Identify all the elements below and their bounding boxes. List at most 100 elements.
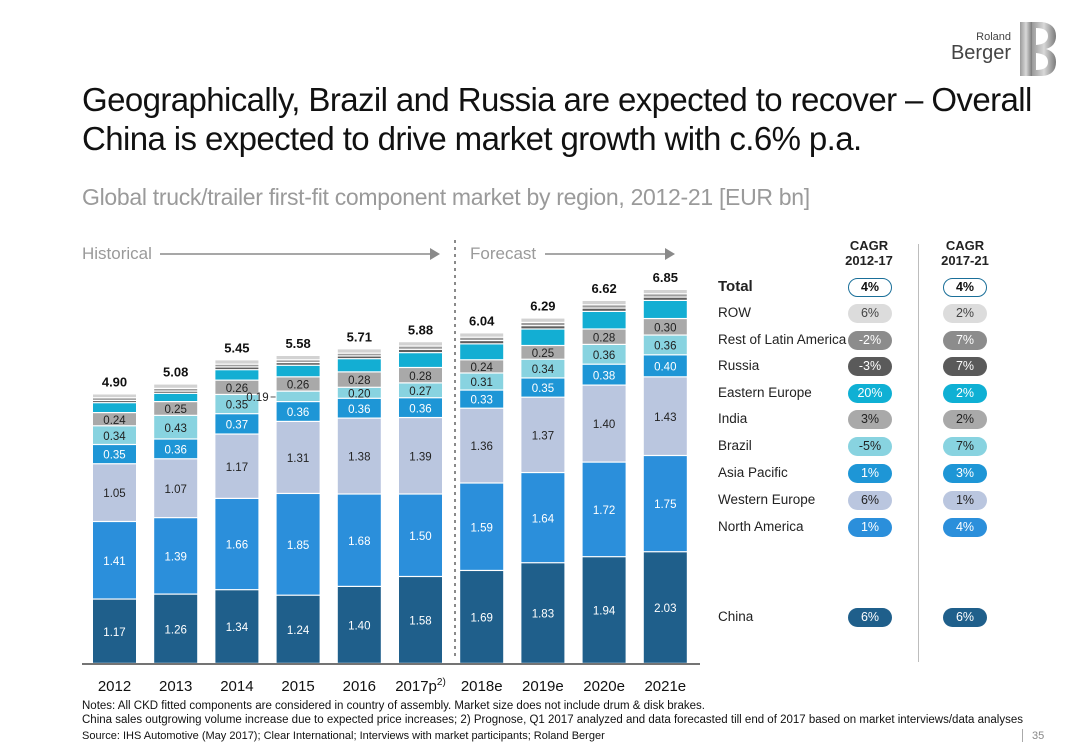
cagr-value-pill: 6%	[848, 608, 892, 627]
bar-segment	[399, 368, 442, 383]
bar-segment	[521, 473, 565, 563]
bar-segment	[215, 364, 259, 367]
bar-segment	[399, 577, 442, 663]
bar-segment	[154, 391, 198, 393]
bar-segment	[215, 370, 259, 380]
data-label: 0.36	[348, 404, 370, 416]
cagr-value-pill: 3%	[848, 410, 892, 429]
cagr-header-2017-21: CAGR 2017-21	[930, 238, 1000, 268]
bar-segment	[460, 333, 504, 337]
historical-arrow-head	[430, 248, 440, 260]
data-label: 0.37	[226, 419, 248, 431]
cagr-value-pill: -5%	[848, 437, 892, 456]
bar-segment	[643, 377, 687, 455]
total-label: 5.58	[285, 336, 310, 351]
cagr-row-label: North America	[718, 519, 804, 534]
bar-segment	[643, 294, 687, 297]
bar-segment	[582, 385, 626, 462]
data-label: 1.72	[593, 505, 615, 517]
cagr-value-pill: 6%	[848, 491, 892, 510]
cagr-row-label: Total	[718, 278, 753, 295]
data-label: 0.27	[409, 386, 431, 398]
cagr-value-pill: -2%	[848, 331, 892, 350]
data-label: 0.25	[165, 404, 187, 416]
cagr-value-pill: 2%	[943, 304, 987, 323]
data-label: 0.20	[348, 388, 370, 400]
bar-segment	[521, 329, 565, 345]
cagr-value-pill: 6%	[848, 304, 892, 323]
total-label: 4.90	[102, 375, 127, 390]
bar-segment	[215, 590, 259, 663]
notes-line-1: Notes: All CKD fitted components are con…	[82, 700, 705, 712]
cagr-row-label: Rest of Latin America	[718, 332, 847, 347]
bar-segment	[582, 301, 626, 305]
cagr-value-pill: -3%	[848, 357, 892, 376]
data-label: 0.36	[165, 445, 187, 457]
total-label: 6.85	[653, 270, 678, 285]
cagr-row-label: Eastern Europe	[718, 385, 812, 400]
bar-segment	[521, 563, 565, 663]
bar-segment	[521, 359, 565, 378]
bar-segment	[582, 305, 626, 308]
logo-text-berger: Berger	[950, 42, 1011, 64]
data-label: 1.50	[409, 531, 431, 543]
bar-segment	[337, 494, 381, 586]
bar-segment	[399, 398, 442, 417]
cagr-value-pill: 7%	[943, 437, 987, 456]
bar-segment	[93, 426, 136, 444]
bar-segment	[276, 402, 320, 421]
bar-segment	[154, 384, 198, 388]
cagr-header-2012-17: CAGR 2012-17	[834, 238, 904, 268]
cagr-value-pill: 4%	[943, 518, 987, 537]
bar-segment	[643, 297, 687, 300]
bar-segment	[276, 391, 320, 401]
bar-segment	[643, 456, 687, 552]
cagr-row-label: India	[718, 411, 748, 426]
bar-segment	[276, 494, 320, 595]
data-label: 1.37	[532, 430, 554, 442]
bar-segment	[643, 335, 687, 355]
bar-segment	[582, 557, 626, 663]
bar-segment	[154, 518, 198, 594]
bar-segment	[154, 459, 198, 518]
bar-segment	[93, 522, 136, 599]
bar-segment	[399, 353, 442, 367]
bar-segment	[460, 341, 504, 344]
bar-segment	[582, 329, 626, 344]
bar-segment	[154, 393, 198, 401]
bar-segment	[521, 346, 565, 359]
bar-segment	[643, 552, 687, 663]
bar-segment	[154, 402, 198, 415]
cagr-value-pill: 1%	[943, 491, 987, 510]
bar-segment	[521, 323, 565, 326]
data-label: 1.07	[165, 484, 187, 496]
page-number-divider	[1022, 729, 1023, 742]
bar-segment	[582, 364, 626, 385]
x-tick-label: 2018e	[461, 678, 503, 695]
data-label: 1.68	[348, 536, 370, 548]
data-label: 0.31	[471, 377, 493, 389]
bar-segment	[521, 397, 565, 472]
bar-segment	[521, 318, 565, 322]
x-tick-label: 2017p2)	[395, 677, 446, 695]
bar-segment	[399, 383, 442, 398]
data-label: 1.34	[226, 622, 249, 634]
bar-segment	[643, 355, 687, 377]
bar-segment	[337, 587, 381, 663]
bar-segment	[521, 378, 565, 397]
data-label: 0.38	[593, 370, 615, 382]
data-label: 0.35	[532, 383, 554, 395]
data-label: 1.66	[226, 540, 248, 552]
total-label: 5.08	[163, 365, 188, 380]
data-label: 0.35	[226, 400, 248, 412]
bar-segment	[154, 415, 198, 439]
cagr-value-pill: 3%	[943, 464, 987, 483]
data-label: 1.43	[654, 412, 676, 424]
bar-segment	[460, 390, 504, 408]
cagr-value-pill: 4%	[848, 278, 892, 297]
bar-segment	[154, 594, 198, 663]
bar-segment	[93, 403, 136, 412]
cagr-value-pill: 2%	[943, 410, 987, 429]
data-label: 0.25	[532, 348, 554, 360]
cagr-value-pill: 20%	[848, 384, 892, 403]
